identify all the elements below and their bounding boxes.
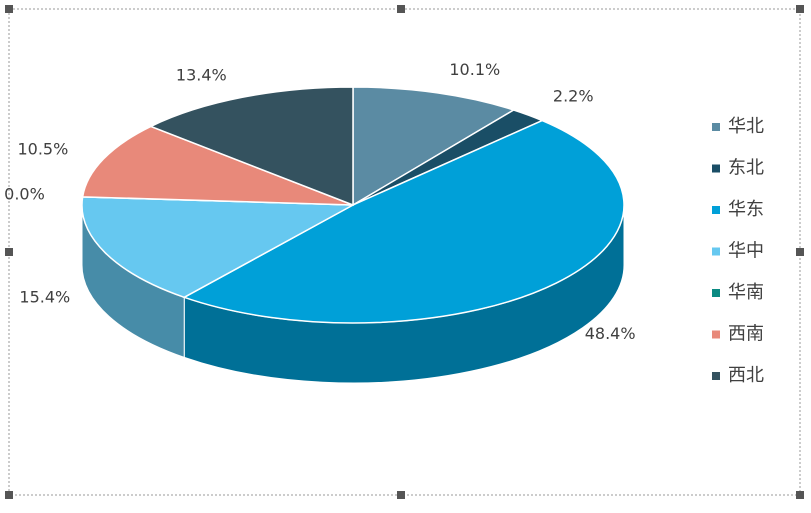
legend-marker	[712, 330, 720, 339]
legend-marker	[712, 123, 720, 131]
legend-marker	[712, 289, 720, 297]
data-label: 15.4%	[19, 288, 70, 307]
legend-marker	[712, 372, 720, 380]
pie-slice	[148, 86, 354, 207]
handles	[5, 5, 804, 499]
legend-label: 东北	[728, 158, 764, 179]
legend-label: 华中	[728, 241, 764, 262]
data-label: 0.0%	[4, 185, 45, 204]
pie-slice	[182, 119, 625, 324]
legend-marker	[712, 206, 720, 214]
pie-slice	[81, 125, 354, 206]
legend-label: 西北	[728, 365, 764, 386]
legend-marker	[712, 247, 720, 256]
data-label: 10.5%	[17, 139, 68, 158]
legend-marker	[712, 164, 720, 173]
data-label: 48.4%	[585, 324, 636, 343]
legend-label: 华东	[728, 199, 764, 220]
data-label: 2.2%	[553, 87, 594, 106]
pie-slice	[352, 86, 516, 207]
legend-label: 华南	[728, 282, 764, 303]
legend-label: 西南	[728, 324, 764, 345]
pie-slice	[81, 196, 356, 299]
data-label: 13.4%	[176, 65, 227, 84]
data-label: 10.1%	[449, 60, 500, 79]
legend-label: 华北	[728, 116, 764, 137]
